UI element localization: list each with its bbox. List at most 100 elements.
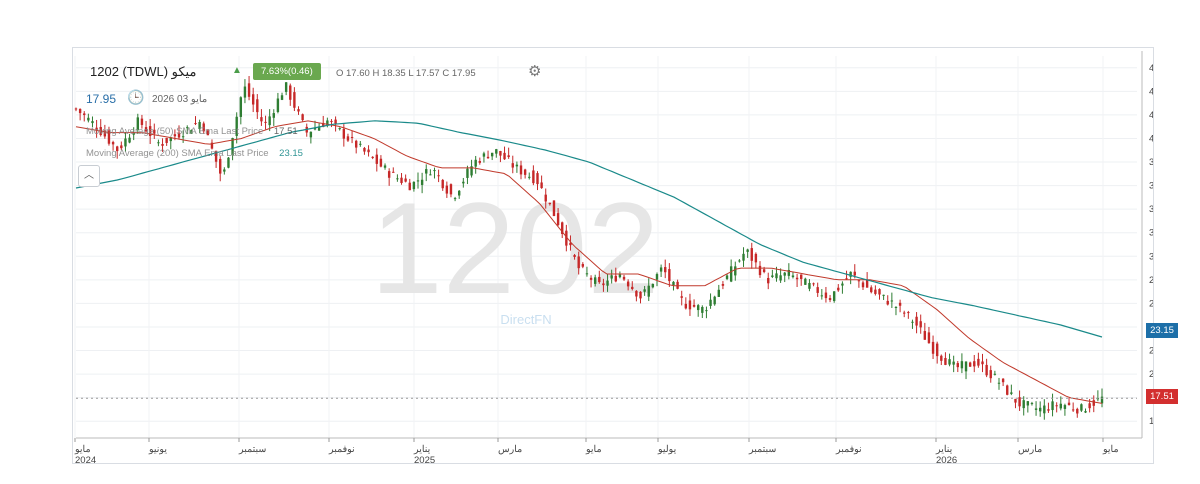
candle-body: [272, 113, 275, 118]
candle-body: [128, 137, 131, 143]
candle-body: [841, 283, 844, 286]
candle-body: [486, 156, 490, 159]
candle-body: [1026, 401, 1030, 406]
candle-body: [1006, 385, 1009, 395]
candle-body: [400, 177, 403, 183]
candle-body: [499, 151, 502, 156]
candle-body: [194, 123, 197, 125]
candle-body: [383, 165, 387, 168]
candle-body: [800, 274, 803, 279]
candle-body: [573, 255, 576, 257]
change-badge: 7.63%(0.46): [253, 63, 321, 80]
candle-body: [903, 312, 906, 314]
candle-body: [186, 127, 189, 129]
date-label: مايو 03 2026: [152, 94, 208, 105]
candle-body: [210, 142, 214, 149]
y-tick-label: 36.00: [1149, 181, 1153, 192]
clock-icon: 🕒: [127, 89, 145, 105]
candle-body: [837, 287, 840, 291]
candle-body: [577, 256, 580, 269]
y-tick-label: 38.00: [1149, 157, 1153, 168]
candle-body: [264, 121, 267, 123]
candle-body: [816, 287, 819, 293]
candle-body: [425, 169, 428, 174]
collapse-button[interactable]: ︿: [78, 165, 100, 187]
candle-body: [729, 266, 733, 282]
candle-body: [775, 273, 778, 279]
candle-body: [692, 304, 696, 307]
candle-body: [1055, 405, 1058, 407]
candle-body: [944, 357, 947, 365]
gear-icon[interactable]: ⚙: [528, 63, 542, 80]
candle-body: [515, 164, 519, 167]
candle-body: [870, 287, 873, 293]
candle-body: [1088, 403, 1091, 409]
candle-body: [490, 152, 494, 157]
indicator-ma200-label: Moving Average (200) SMA Ema Last Price: [86, 148, 269, 159]
candle-body: [561, 222, 564, 234]
candle-body: [251, 94, 255, 105]
candle-body: [354, 140, 358, 148]
candle-body: [437, 175, 440, 177]
price-chart[interactable]: 1202 DirectFN 16.0018.0020.0022.0024.002…: [73, 48, 1153, 463]
candle-body: [165, 137, 168, 143]
candle-body: [412, 181, 416, 190]
y-tick-label: 46.00: [1149, 63, 1153, 74]
y-tick-label: 40.00: [1149, 133, 1153, 144]
candle-body: [828, 298, 832, 301]
candle-body: [528, 176, 531, 178]
candle-body: [865, 280, 869, 288]
candle-body: [820, 295, 824, 297]
x-tick-label: مايو: [74, 444, 91, 455]
candle-body: [915, 316, 918, 326]
candle-body: [416, 180, 420, 182]
candle-body: [1051, 401, 1054, 411]
candle-body: [231, 137, 234, 156]
candle-body: [985, 364, 988, 376]
candle-body: [738, 260, 741, 262]
candle-body: [181, 136, 185, 138]
candle-body: [153, 129, 156, 134]
candle-body: [668, 269, 671, 282]
candle-body: [136, 117, 140, 130]
candle-body: [952, 361, 955, 365]
candle-body: [297, 109, 300, 112]
candle-body: [140, 118, 144, 125]
candle-body: [1014, 398, 1017, 403]
candle-body: [874, 289, 877, 294]
candle-body: [993, 373, 997, 375]
candle-body: [91, 121, 94, 124]
candle-body: [256, 99, 259, 113]
candle-body: [392, 171, 395, 173]
candle-body: [449, 184, 453, 195]
candle-body: [536, 173, 539, 185]
y-tick-label: 22.00: [1149, 346, 1153, 357]
candle-body: [882, 294, 885, 296]
candle-body: [556, 213, 560, 225]
candle-body: [363, 147, 366, 152]
candle-body: [462, 181, 465, 184]
candle-body: [779, 275, 782, 281]
candle-body: [120, 145, 123, 149]
candle-body: [474, 159, 477, 167]
candle-body: [853, 271, 856, 276]
candle-body: [144, 127, 148, 132]
candle-body: [313, 128, 317, 130]
candle-body: [214, 150, 218, 162]
x-tick-label: نوفمبر: [835, 444, 862, 455]
candle-body: [387, 171, 391, 178]
candle-body: [346, 136, 350, 141]
candle-body: [1010, 392, 1013, 394]
candle-body: [585, 273, 589, 275]
candle-body: [95, 127, 98, 130]
candle-body: [845, 278, 848, 280]
candle-body: [997, 382, 1001, 384]
candle-body: [1043, 405, 1046, 414]
candle-body: [350, 136, 354, 138]
candle-body: [721, 283, 725, 286]
up-arrow-icon: ▲: [232, 65, 242, 76]
candle-body: [931, 341, 935, 354]
ma50-price-tag: 17.51: [1146, 389, 1178, 404]
candle-body: [861, 282, 865, 288]
candle-body: [973, 361, 976, 367]
